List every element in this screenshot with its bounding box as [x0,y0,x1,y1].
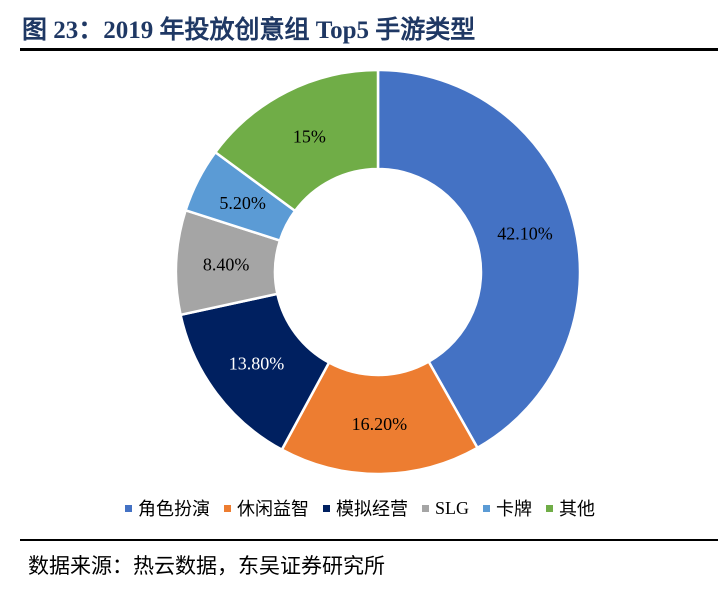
legend-swatch [322,504,330,512]
legend-label: 休闲益智 [236,499,309,519]
title-divider [20,48,718,51]
legend-label: 卡牌 [496,499,532,519]
legend-swatch [546,504,553,512]
legend-item: 休闲益智 [223,495,309,521]
legend-swatch [421,504,429,512]
donut-slice-2 [280,359,480,476]
data-label-6: 15% [293,126,326,146]
legend-label: 模拟经营 [335,499,408,519]
legend-label: 其他 [559,499,595,519]
data-label-4: 8.40% [203,255,250,275]
legend-swatch [124,504,132,512]
legend-swatch [483,504,490,512]
source-note: 数据来源：热云数据，东吴证券研究所 [28,554,385,578]
legend-swatch [223,504,231,512]
figure-title: 图 23：2019 年投放创意组 Top5 手游类型 [22,17,476,44]
donut-slice-1 [376,68,582,450]
legend-label: SLG [434,497,469,518]
data-label-5: 5.20% [219,193,266,213]
legend-item: 模拟经营 [322,495,408,521]
source-divider [20,539,718,541]
legend-label: 角色扮演 [137,499,210,519]
data-label-2: 16.20% [352,414,408,434]
legend: 角色扮演 休闲益智 模拟经营 SLG 卡牌 其他 [0,495,720,521]
donut-slice-6 [213,68,380,213]
legend-item: 卡牌 [483,495,532,521]
data-label-3: 13.80% [229,353,285,373]
legend-item: 角色扮演 [124,495,210,521]
legend-item: 其他 [546,495,595,521]
legend-item: SLG [421,495,469,521]
data-label-1: 42.10% [497,223,553,243]
